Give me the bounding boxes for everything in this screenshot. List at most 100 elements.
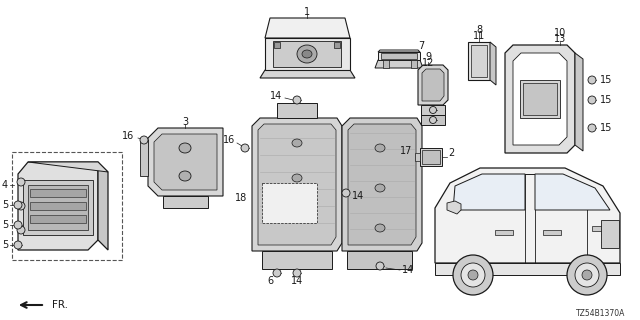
- Text: 16: 16: [223, 135, 235, 145]
- Ellipse shape: [468, 270, 478, 280]
- Bar: [30, 215, 86, 223]
- Ellipse shape: [14, 201, 22, 209]
- Text: 5: 5: [2, 200, 8, 210]
- Text: 13: 13: [554, 34, 566, 44]
- Ellipse shape: [453, 255, 493, 295]
- Bar: [23, 180, 93, 235]
- Ellipse shape: [429, 116, 436, 124]
- Text: 15: 15: [600, 95, 612, 105]
- Polygon shape: [435, 168, 620, 263]
- Ellipse shape: [140, 136, 148, 144]
- Ellipse shape: [292, 174, 302, 182]
- Bar: [30, 202, 86, 210]
- Polygon shape: [252, 118, 342, 251]
- Bar: [471, 45, 487, 77]
- Text: 4: 4: [2, 180, 8, 190]
- Ellipse shape: [179, 143, 191, 153]
- Bar: [381, 53, 417, 59]
- Bar: [592, 226, 607, 231]
- Bar: [163, 196, 208, 208]
- Bar: [420, 148, 442, 166]
- Polygon shape: [513, 53, 567, 145]
- Text: 12: 12: [422, 58, 434, 68]
- Ellipse shape: [293, 96, 301, 104]
- Ellipse shape: [14, 241, 22, 249]
- Bar: [601, 220, 619, 248]
- Ellipse shape: [429, 107, 436, 114]
- Bar: [30, 189, 86, 197]
- Polygon shape: [348, 124, 416, 245]
- Ellipse shape: [575, 263, 599, 287]
- Ellipse shape: [342, 189, 350, 197]
- Text: 17: 17: [399, 146, 412, 156]
- Text: 15: 15: [600, 75, 612, 85]
- Ellipse shape: [297, 45, 317, 63]
- Bar: [468, 42, 490, 80]
- Text: 6: 6: [267, 276, 273, 286]
- Bar: [523, 83, 557, 115]
- Text: FR.: FR.: [52, 300, 68, 310]
- Bar: [262, 183, 317, 223]
- Text: 9: 9: [425, 52, 431, 62]
- Bar: [140, 140, 148, 176]
- Polygon shape: [98, 162, 108, 250]
- Ellipse shape: [588, 124, 596, 132]
- Text: 3: 3: [182, 117, 188, 127]
- Polygon shape: [378, 52, 420, 60]
- Polygon shape: [505, 45, 575, 153]
- Polygon shape: [418, 65, 448, 105]
- Polygon shape: [422, 69, 444, 101]
- Polygon shape: [342, 118, 422, 251]
- Bar: [543, 230, 561, 235]
- Polygon shape: [18, 162, 98, 250]
- Bar: [347, 251, 412, 269]
- Bar: [334, 42, 340, 48]
- Polygon shape: [490, 42, 496, 85]
- Ellipse shape: [14, 221, 22, 229]
- Ellipse shape: [292, 139, 302, 147]
- Text: 14: 14: [352, 191, 364, 201]
- Bar: [383, 60, 389, 68]
- Ellipse shape: [582, 270, 592, 280]
- Ellipse shape: [375, 224, 385, 232]
- Text: 7: 7: [418, 41, 424, 51]
- Ellipse shape: [588, 96, 596, 104]
- Bar: [435, 263, 620, 275]
- Text: 5: 5: [2, 220, 8, 230]
- Polygon shape: [535, 174, 610, 210]
- Text: 5: 5: [2, 240, 8, 250]
- Polygon shape: [447, 201, 461, 214]
- Text: 14: 14: [402, 265, 414, 275]
- Bar: [422, 150, 440, 164]
- Polygon shape: [148, 128, 223, 196]
- Polygon shape: [260, 70, 355, 78]
- Ellipse shape: [302, 50, 312, 58]
- Text: 8: 8: [476, 25, 482, 35]
- Ellipse shape: [375, 144, 385, 152]
- Polygon shape: [375, 60, 423, 68]
- Bar: [273, 41, 341, 67]
- Ellipse shape: [567, 255, 607, 295]
- Ellipse shape: [461, 263, 485, 287]
- Text: 10: 10: [554, 28, 566, 38]
- Ellipse shape: [17, 178, 25, 186]
- Bar: [411, 60, 417, 68]
- Ellipse shape: [292, 214, 302, 222]
- Ellipse shape: [293, 269, 301, 277]
- Ellipse shape: [588, 76, 596, 84]
- Ellipse shape: [17, 202, 25, 210]
- Text: 11: 11: [473, 31, 485, 41]
- Bar: [495, 230, 513, 235]
- Polygon shape: [575, 53, 583, 151]
- Bar: [520, 80, 560, 118]
- Polygon shape: [28, 162, 108, 172]
- Polygon shape: [265, 38, 350, 70]
- Text: 14: 14: [269, 91, 282, 101]
- Text: 15: 15: [600, 123, 612, 133]
- Polygon shape: [265, 18, 350, 38]
- Text: 14: 14: [291, 276, 303, 286]
- Text: TZ54B1370A: TZ54B1370A: [575, 309, 625, 318]
- Ellipse shape: [179, 171, 191, 181]
- Bar: [421, 105, 445, 115]
- Text: 16: 16: [122, 131, 134, 141]
